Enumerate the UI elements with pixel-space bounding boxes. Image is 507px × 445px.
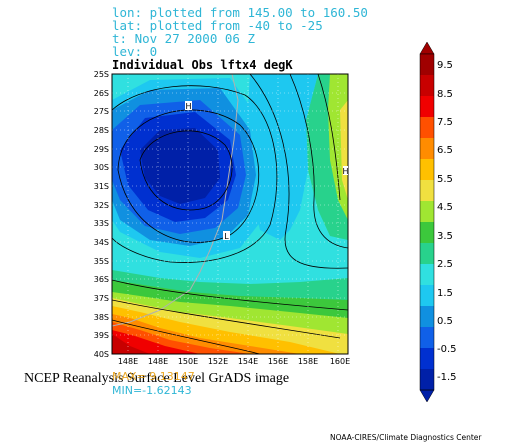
colorbar-swatch	[420, 327, 434, 349]
lon-range-line: lon: plotted from 145.00 to 160.50	[112, 5, 368, 20]
marker-h-east: H	[342, 167, 348, 176]
colorbar-swatch	[420, 159, 434, 181]
lon-tick: 160E	[330, 357, 350, 366]
map-title: Individual Obs lftx4 degK	[112, 58, 293, 72]
lat-tick: 29S	[94, 145, 109, 154]
lat-tick: 27S	[94, 107, 109, 116]
lat-tick: 38S	[94, 313, 109, 322]
lon-tick: 148E	[118, 357, 138, 366]
colorbar-swatch	[420, 138, 434, 160]
colorbar-label: 8.5	[437, 89, 453, 100]
lat-tick: 33S	[94, 219, 109, 228]
lat-tick: 28S	[94, 126, 109, 135]
longitude-tick-labels: 148E 148E 150E 152E 154E 156E 158E 160E	[118, 357, 350, 366]
colorbar-swatch	[420, 264, 434, 286]
lat-range-line: lat: plotted from -40 to -25	[112, 18, 323, 33]
colorbar-frame	[419, 53, 435, 391]
marker-l-center: L	[224, 232, 229, 241]
colorbar-swatch	[420, 117, 434, 139]
colorbar	[419, 41, 435, 403]
latitude-tick-labels: 25S 26S 27S 28S 29S 30S 31S 32S 33S 34S …	[94, 70, 109, 359]
colorbar-swatch	[420, 285, 434, 307]
max-value: MAX= 9.13147	[112, 370, 195, 383]
colorbar-label: 9.5	[437, 60, 453, 71]
map-frame	[111, 73, 349, 355]
lon-tick: 156E	[268, 357, 288, 366]
pressure-markers: H L H	[185, 101, 349, 241]
lon-tick: 148E	[148, 357, 168, 366]
credit-line: NOAA-CIRES/Climate Diagnostics Center	[330, 433, 482, 442]
lon-tick: 152E	[208, 357, 228, 366]
colorbar-swatch	[420, 75, 434, 97]
marker-h-north: H	[185, 102, 191, 111]
colorbar-swatch	[420, 222, 434, 244]
colorbar-swatch	[420, 201, 434, 223]
lat-tick: 25S	[94, 70, 109, 79]
field-shading	[112, 74, 348, 354]
lat-tick: 26S	[94, 89, 109, 98]
time-line: t: Nov 27 2000 06 Z	[112, 31, 255, 46]
level-line: lev: 0	[112, 44, 158, 59]
lat-tick: 40S	[94, 350, 109, 359]
colorbar-swatch	[420, 96, 434, 118]
lon-tick: 154E	[238, 357, 258, 366]
lat-tick: 39S	[94, 331, 109, 340]
lat-tick: 32S	[94, 201, 109, 210]
colorbar-label: 7.5	[437, 117, 453, 128]
colorbar-swatch	[420, 306, 434, 328]
colorbar-label: 5.5	[437, 174, 453, 185]
lat-tick: 37S	[94, 294, 109, 303]
lon-tick: 150E	[178, 357, 198, 366]
colorbar-label: -1.5	[437, 372, 457, 383]
colorbar-swatch	[420, 369, 434, 391]
colorbar-swatch	[420, 348, 434, 370]
colorbar-label: -0.5	[437, 344, 457, 355]
colorbar-label: 3.5	[437, 231, 453, 242]
lat-tick: 35S	[94, 257, 109, 266]
image-caption: NCEP Reanalysis Surface Level GrADS imag…	[24, 371, 290, 386]
colorbar-swatch	[420, 54, 434, 76]
lat-tick: 30S	[94, 163, 109, 172]
lat-tick: 34S	[94, 238, 109, 247]
colorbar-label: 6.5	[437, 145, 453, 156]
colorbar-swatch	[420, 243, 434, 265]
lat-tick: 36S	[94, 275, 109, 284]
colorbar-label: 2.5	[437, 259, 453, 270]
colorbar-label: 0.5	[437, 316, 453, 327]
colorbar-swatch	[420, 180, 434, 202]
colorbar-label: 4.5	[437, 202, 453, 213]
colorbar-label: 1.5	[437, 288, 453, 299]
colorbar-bottom-arrow	[419, 389, 435, 403]
lat-tick: 31S	[94, 182, 109, 191]
colorbar-top-arrow	[419, 41, 435, 55]
min-value: MIN=-1.62143	[112, 384, 192, 397]
lon-tick: 158E	[298, 357, 318, 366]
